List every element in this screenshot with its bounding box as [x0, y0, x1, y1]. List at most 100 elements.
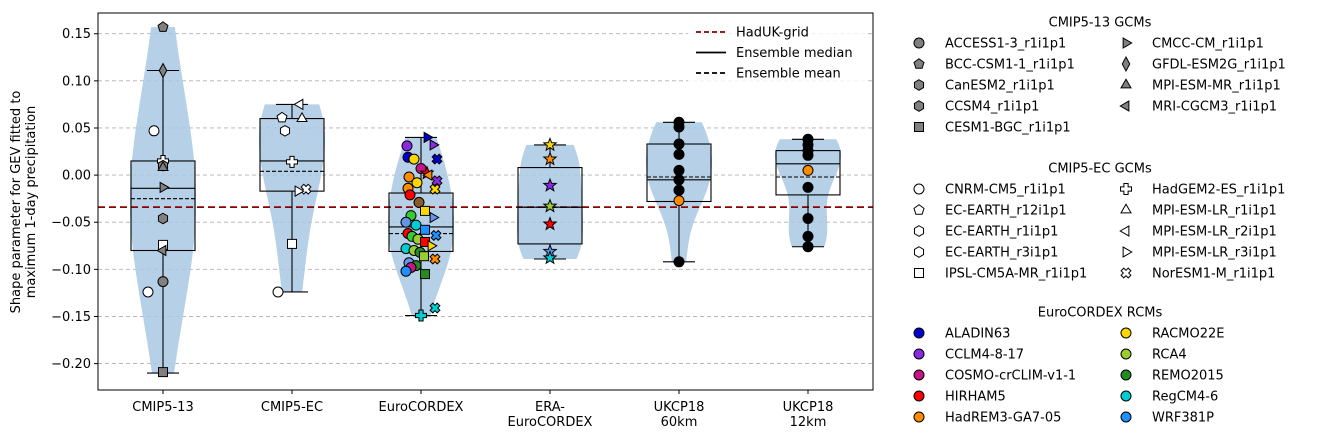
- marker-shape: [1119, 100, 1130, 112]
- data-point: [293, 98, 304, 111]
- marker-shape: [420, 269, 430, 280]
- x-tick-label: 12km: [790, 415, 827, 430]
- data-point: [400, 216, 412, 228]
- data-point: [276, 111, 288, 123]
- marker-shape: [423, 131, 434, 144]
- marker-shape: [802, 181, 814, 193]
- y-tick-label: 0.15: [62, 27, 91, 42]
- data-point: [429, 302, 441, 314]
- violin-body: [130, 27, 196, 373]
- data-point: [403, 171, 415, 183]
- legend-label: BCC-CSM1-1_r1i1p1: [945, 58, 1075, 73]
- legend-marker: [1120, 327, 1132, 339]
- legend-label: ACCESS1-3_r1i1p1: [945, 37, 1066, 52]
- data-point: [420, 269, 430, 280]
- legend-label: EC-EARTH_r1i1p1: [945, 225, 1058, 240]
- marker-shape: [673, 138, 685, 150]
- marker-shape: [913, 411, 925, 423]
- data-point: [156, 244, 167, 257]
- marker-shape: [802, 230, 814, 242]
- data-point: [279, 124, 291, 137]
- legend-marker: [913, 327, 925, 339]
- data-point: [542, 216, 558, 231]
- data-point: [542, 198, 558, 213]
- data-point: [542, 151, 558, 166]
- data-point: [673, 195, 685, 207]
- marker-shape: [673, 121, 685, 133]
- data-point: [408, 153, 420, 165]
- data-point: [419, 251, 429, 262]
- legend-marker: [1120, 390, 1132, 402]
- marker-shape: [673, 256, 685, 268]
- marker-shape: [279, 124, 291, 137]
- data-point: [401, 140, 413, 152]
- legend-marker: [913, 246, 925, 258]
- marker-shape: [272, 286, 284, 298]
- data-point: [542, 136, 558, 152]
- x-tick-label: ERA-: [535, 400, 565, 415]
- data-point: [542, 250, 558, 265]
- marker-shape: [802, 149, 814, 161]
- data-point: [802, 181, 814, 193]
- marker-shape: [913, 204, 925, 215]
- legend-label: CESM1-BGC_r1i1p1: [945, 121, 1071, 136]
- legend-marker: [1120, 183, 1132, 195]
- marker-shape: [158, 62, 168, 79]
- marker-shape: [429, 139, 440, 151]
- x-tick-label: UKCP18: [783, 400, 834, 415]
- marker-shape: [1120, 411, 1132, 423]
- data-point: [296, 111, 308, 122]
- data-point: [410, 219, 422, 231]
- marker-shape: [913, 58, 925, 69]
- legend-main-box: [688, 18, 868, 84]
- marker-shape: [410, 219, 422, 231]
- marker-shape: [913, 225, 925, 237]
- data-point: [423, 131, 434, 144]
- data-point: [286, 155, 298, 168]
- legend-label: MPI-ESM-LR_r2i1p1: [1152, 225, 1277, 240]
- data-point: [429, 211, 440, 224]
- marker-shape: [913, 390, 925, 402]
- marker-shape: [542, 216, 558, 231]
- legend-marker: [913, 79, 925, 91]
- marker-shape: [913, 100, 925, 112]
- legend-marker: [1119, 100, 1130, 112]
- data-point: [429, 183, 441, 195]
- marker-shape: [802, 213, 814, 224]
- marker-shape: [542, 151, 558, 166]
- data-point: [802, 213, 814, 224]
- marker-shape: [542, 177, 558, 192]
- y-axis-label: Shape parameter for GEV fitted tomaximum…: [9, 91, 39, 314]
- legend-label: WRF381P: [1152, 411, 1214, 426]
- marker-shape: [419, 251, 429, 262]
- data-point: [422, 169, 433, 181]
- marker-shape: [1120, 348, 1132, 360]
- legend-label: MRI-CGCM3_r1i1p1: [1152, 100, 1277, 115]
- marker-shape: [802, 164, 814, 176]
- legend-label: MPI-ESM-LR_r3i1p1: [1152, 246, 1277, 261]
- legend-label: MPI-ESM-LR_r1i1p1: [1152, 204, 1277, 219]
- marker-shape: [142, 286, 154, 298]
- violin-body: [775, 139, 841, 247]
- legend-label: IPSL-CM5A-MR_r1i1p1: [945, 267, 1087, 282]
- marker-shape: [673, 174, 685, 186]
- marker-shape: [429, 211, 440, 224]
- legend-marker: [913, 204, 925, 215]
- data-point: [429, 139, 440, 151]
- legend-label: RCA4: [1152, 348, 1187, 363]
- legend-section-title: EuroCORDEX RCMs: [1038, 306, 1163, 321]
- marker-shape: [159, 181, 170, 194]
- marker-shape: [157, 276, 169, 288]
- data-point: [157, 160, 169, 171]
- legend-marker: [913, 100, 925, 112]
- marker-shape: [157, 160, 169, 171]
- data-point: [404, 189, 416, 201]
- marker-shape: [1122, 246, 1133, 258]
- axis-layer: 0.15 0.10 0.05 0.00 −0.05 −0.10 −0.15 −0.20 Shap…: [9, 27, 833, 430]
- legend-main-label: HadUK-grid: [736, 26, 809, 41]
- data-point: [802, 230, 814, 242]
- x-tick-label: EuroCORDEX: [508, 415, 593, 430]
- marker-shape: [415, 309, 427, 322]
- x-tick-label: CMIP5-EC: [261, 400, 323, 415]
